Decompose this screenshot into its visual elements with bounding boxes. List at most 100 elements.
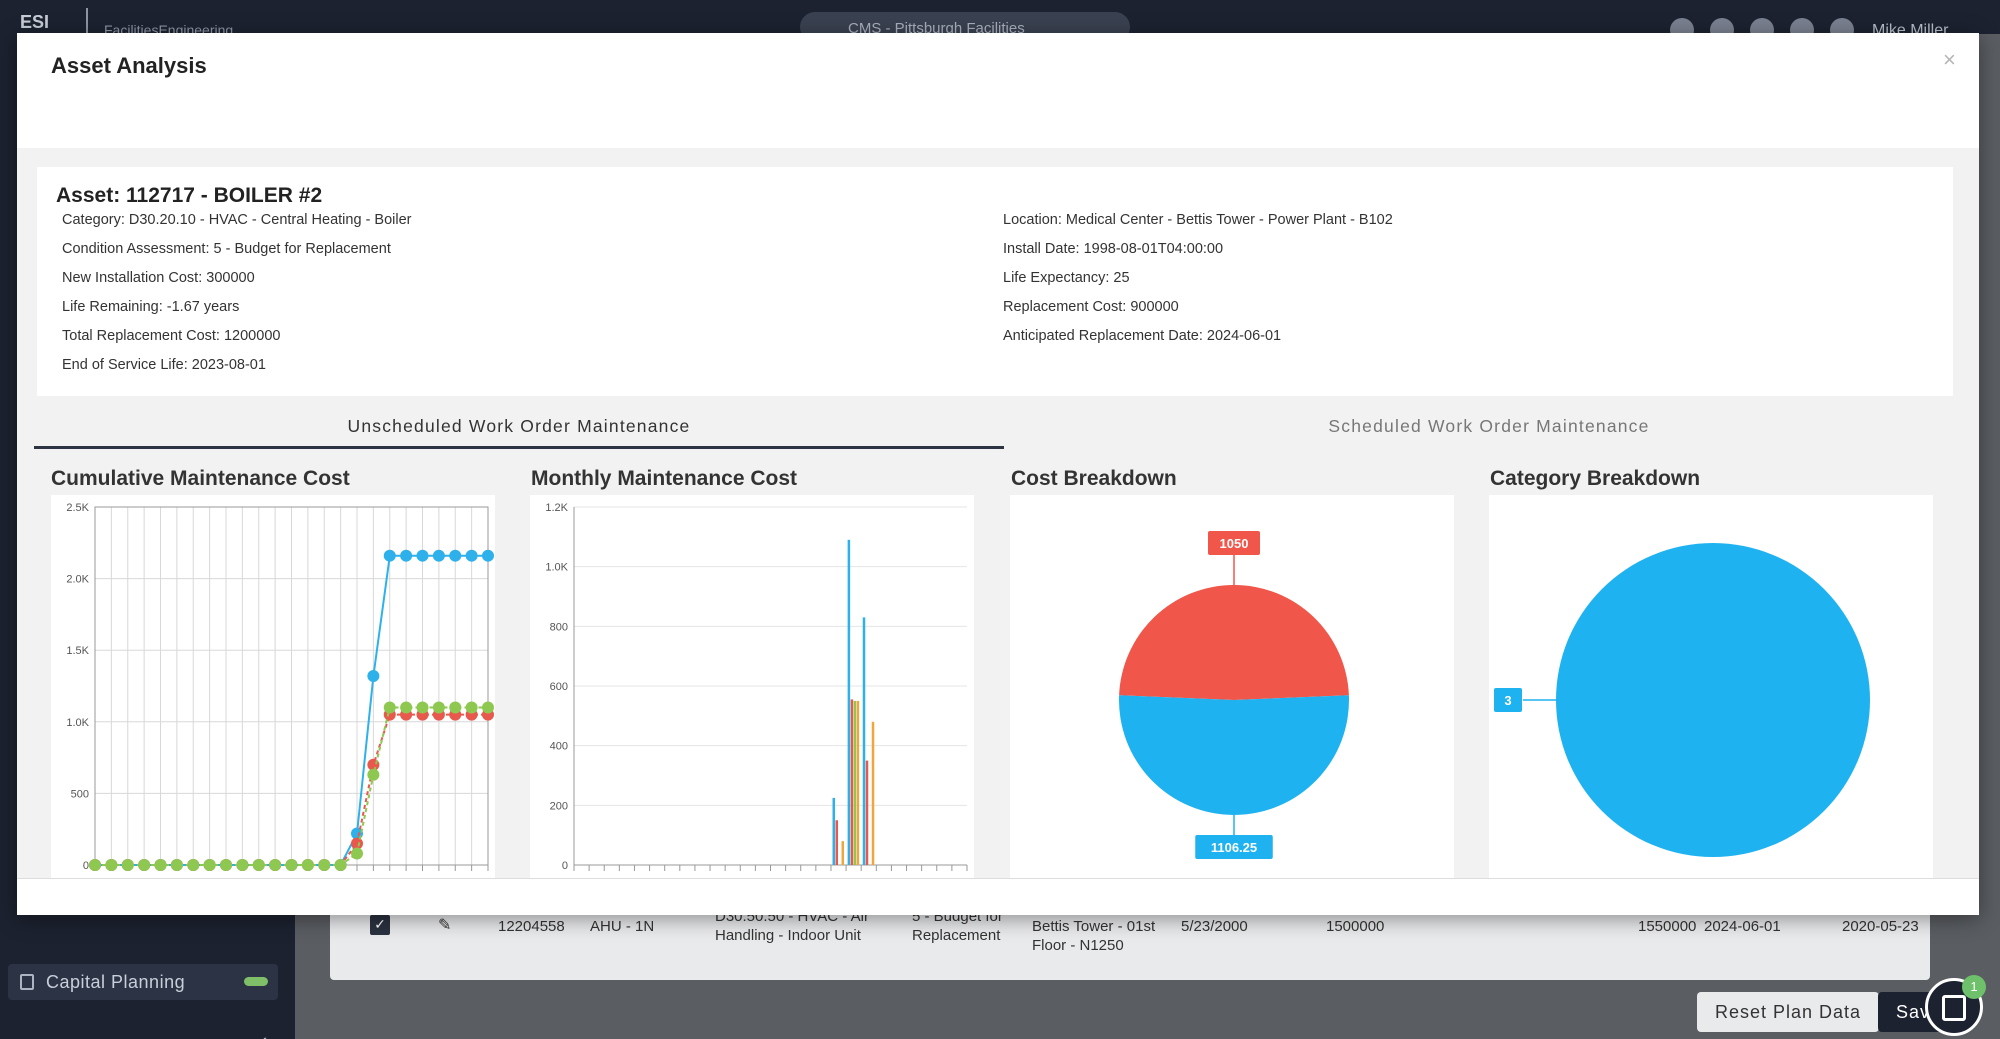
chevron-left-icon[interactable]: ‹ (260, 1028, 267, 1039)
row-checkbox[interactable]: ✓ (370, 915, 390, 935)
data-point (138, 859, 151, 871)
data-point (285, 859, 298, 871)
document-icon (20, 974, 34, 990)
data-point (252, 859, 265, 871)
asset-info-panel: Asset: 112717 - BOILER #2 Category: D30.… (37, 167, 1953, 396)
data-point (318, 859, 331, 871)
data-point (400, 549, 413, 562)
asset-install-cost: New Installation Cost: 300000 (62, 270, 255, 286)
data-point (482, 701, 494, 714)
data-point (449, 701, 462, 714)
pie-slice (1556, 543, 1870, 857)
bar (847, 539, 851, 865)
data-point (400, 701, 413, 714)
pencil-icon[interactable]: ✎ (438, 917, 452, 934)
cell-end-date: 2020-05-23 (1842, 918, 1919, 935)
pie-label-box (1208, 531, 1260, 555)
tab-scheduled[interactable]: Scheduled Work Order Maintenance (1328, 416, 1650, 436)
pie-slice (1119, 695, 1349, 815)
data-point (170, 859, 183, 871)
data-point (383, 549, 396, 562)
pie-chart-svg: 3 (1494, 543, 1870, 857)
asset-details-right: Location: Medical Center - Bettis Tower … (1003, 211, 1393, 356)
y-tick-label: 200 (550, 800, 568, 812)
chart-title-monthly: Monthly Maintenance Cost (531, 467, 798, 490)
asset-life-expectancy: Life Expectancy: 25 (1003, 270, 1130, 286)
asset-life-remaining: Life Remaining: -1.67 years (62, 299, 240, 315)
chart-monthly: 0 200 400 600 800 1.0K 1.2K (530, 495, 974, 878)
bar (850, 699, 854, 865)
maintenance-tabs: Unscheduled Work Order Maintenance Sched… (34, 402, 1962, 449)
brand-divider (86, 8, 88, 34)
modal-footer (17, 878, 1979, 915)
bar (832, 797, 836, 865)
data-point (367, 669, 380, 682)
data-point (334, 859, 347, 871)
pie-label-box (1494, 688, 1522, 712)
chart-category-breakdown: 3 (1489, 495, 1933, 878)
asset-analysis-modal: Asset Analysis × Asset: 112717 - BOILER … (17, 33, 1979, 915)
y-tick-label: 1.2K (545, 502, 568, 514)
data-point (187, 859, 200, 871)
pie-slice (1119, 584, 1349, 700)
bar-chart-svg: 0 200 400 600 800 1.0K 1.2K (545, 502, 968, 872)
cell-id: 12204558 (498, 918, 565, 935)
cell-install: 5/23/2000 (1181, 918, 1248, 935)
pie-chart-svg: 1050 1106.25 (1119, 531, 1349, 859)
pie-label: 1106.25 (1211, 840, 1257, 855)
asset-title: Asset: 112717 - BOILER #2 (56, 184, 323, 207)
chart-cost-breakdown: 1050 1106.25 (1010, 495, 1454, 878)
bar (841, 841, 845, 865)
cell-name: AHU - 1N (590, 918, 655, 935)
asset-total-replacement: Total Replacement Cost: 1200000 (62, 328, 281, 344)
reset-plan-button[interactable]: Reset Plan Data (1697, 992, 1880, 1032)
line-chart-svg: 0 500 1.0K 1.5K 2.0K 2.5K (66, 502, 494, 872)
bar (853, 700, 857, 865)
top-navigation-bar: ESI FacilitiesEngineering CMS - Pittsbur… (0, 0, 2000, 42)
y-tick-label: 2.0K (66, 574, 89, 586)
plan-table (330, 905, 1930, 980)
bar (835, 820, 839, 865)
chart-title-category-breakdown: Category Breakdown (1490, 467, 1701, 490)
bar (862, 617, 866, 865)
pie-label-box (1195, 835, 1273, 859)
data-point (449, 549, 462, 562)
y-tick-label: 1.0K (545, 562, 568, 574)
y-tick-label: 2.5K (66, 502, 89, 514)
brand-logo[interactable]: ESI (20, 12, 50, 32)
cell-date: 2024-06-01 (1704, 918, 1781, 935)
data-point (351, 847, 363, 860)
cell-replacement: 1550000 (1638, 918, 1697, 935)
cell-location: Bettis Tower - 01st Floor - N1250 (1032, 918, 1156, 954)
close-icon[interactable]: × (1943, 47, 1956, 72)
asset-location: Location: Medical Center - Bettis Tower … (1003, 212, 1393, 228)
data-point (432, 549, 445, 562)
bar (871, 721, 875, 865)
data-point (121, 859, 134, 871)
tab-unscheduled[interactable]: Unscheduled Work Order Maintenance (34, 402, 1004, 449)
floating-action-button[interactable]: 1 (1925, 975, 1986, 1036)
data-point (203, 859, 216, 871)
data-point (269, 859, 282, 871)
modal-header: Asset Analysis × (17, 33, 1979, 148)
data-point (416, 701, 429, 714)
modal-title: Asset Analysis (51, 53, 207, 78)
data-point (465, 549, 478, 562)
active-indicator (244, 977, 268, 986)
y-tick-label: 0 (83, 860, 89, 872)
data-point (220, 859, 232, 871)
data-point (465, 701, 478, 714)
y-tick-label: 500 (71, 788, 89, 800)
y-tick-label: 600 (550, 681, 568, 693)
data-point (236, 859, 249, 871)
asset-anticipated-date: Anticipated Replacement Date: 2024-06-01 (1003, 328, 1282, 344)
data-point (301, 859, 314, 871)
data-point (432, 701, 445, 714)
document-icon (1942, 995, 1966, 1021)
pie-label: 1050 (1220, 536, 1249, 551)
asset-end-of-life: End of Service Life: 2023-08-01 (62, 357, 266, 373)
chart-title-cumulative: Cumulative Maintenance Cost (51, 467, 350, 490)
data-point (367, 768, 380, 781)
sidebar-item-capital-planning[interactable]: Capital Planning (8, 964, 278, 1000)
asset-details-left: Category: D30.20.10 - HVAC - Central Hea… (62, 211, 412, 385)
